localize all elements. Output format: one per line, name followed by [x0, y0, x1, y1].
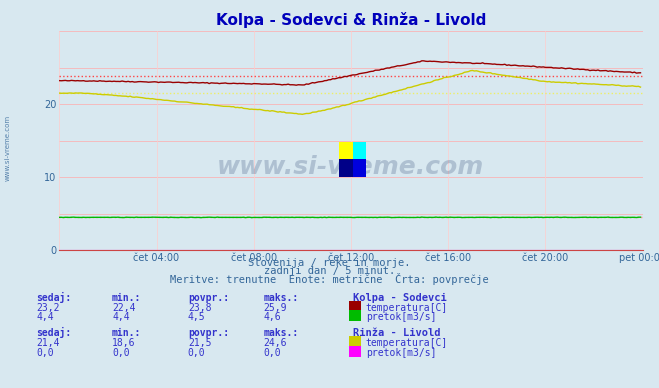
Text: pretok[m3/s]: pretok[m3/s] — [366, 312, 436, 322]
Text: pretok[m3/s]: pretok[m3/s] — [366, 348, 436, 358]
Text: temperatura[C]: temperatura[C] — [366, 338, 448, 348]
Text: 0,0: 0,0 — [188, 348, 206, 358]
Text: www.si-vreme.com: www.si-vreme.com — [5, 114, 11, 180]
Text: 0,0: 0,0 — [36, 348, 54, 358]
Text: 21,5: 21,5 — [188, 338, 212, 348]
Text: Kolpa - Sodevci: Kolpa - Sodevci — [353, 293, 446, 303]
Text: 22,4: 22,4 — [112, 303, 136, 313]
Bar — [339, 159, 353, 177]
Text: min.:: min.: — [112, 327, 142, 338]
Text: www.si-vreme.com: www.si-vreme.com — [217, 155, 484, 179]
Bar — [353, 142, 366, 159]
Text: 18,6: 18,6 — [112, 338, 136, 348]
Text: 25,9: 25,9 — [264, 303, 287, 313]
Text: min.:: min.: — [112, 293, 142, 303]
Text: 4,4: 4,4 — [112, 312, 130, 322]
Text: 23,8: 23,8 — [188, 303, 212, 313]
Text: 4,4: 4,4 — [36, 312, 54, 322]
Bar — [353, 159, 366, 177]
Text: povpr.:: povpr.: — [188, 293, 229, 303]
Text: Meritve: trenutne  Enote: metrične  Črta: povprečje: Meritve: trenutne Enote: metrične Črta: … — [170, 273, 489, 285]
Text: maks.:: maks.: — [264, 327, 299, 338]
Text: 0,0: 0,0 — [112, 348, 130, 358]
Text: 4,6: 4,6 — [264, 312, 281, 322]
Text: 24,6: 24,6 — [264, 338, 287, 348]
Text: temperatura[C]: temperatura[C] — [366, 303, 448, 313]
Text: sedaj:: sedaj: — [36, 327, 71, 338]
Bar — [339, 142, 353, 159]
Text: 21,4: 21,4 — [36, 338, 60, 348]
Text: zadnji dan / 5 minut.: zadnji dan / 5 minut. — [264, 266, 395, 276]
Text: Rinža - Livold: Rinža - Livold — [353, 327, 440, 338]
Text: 4,5: 4,5 — [188, 312, 206, 322]
Text: povpr.:: povpr.: — [188, 327, 229, 338]
Text: 23,2: 23,2 — [36, 303, 60, 313]
Title: Kolpa - Sodevci & Rinža - Livold: Kolpa - Sodevci & Rinža - Livold — [215, 12, 486, 28]
Text: sedaj:: sedaj: — [36, 292, 71, 303]
Text: Slovenija / reke in morje.: Slovenija / reke in morje. — [248, 258, 411, 268]
Text: maks.:: maks.: — [264, 293, 299, 303]
Text: 0,0: 0,0 — [264, 348, 281, 358]
